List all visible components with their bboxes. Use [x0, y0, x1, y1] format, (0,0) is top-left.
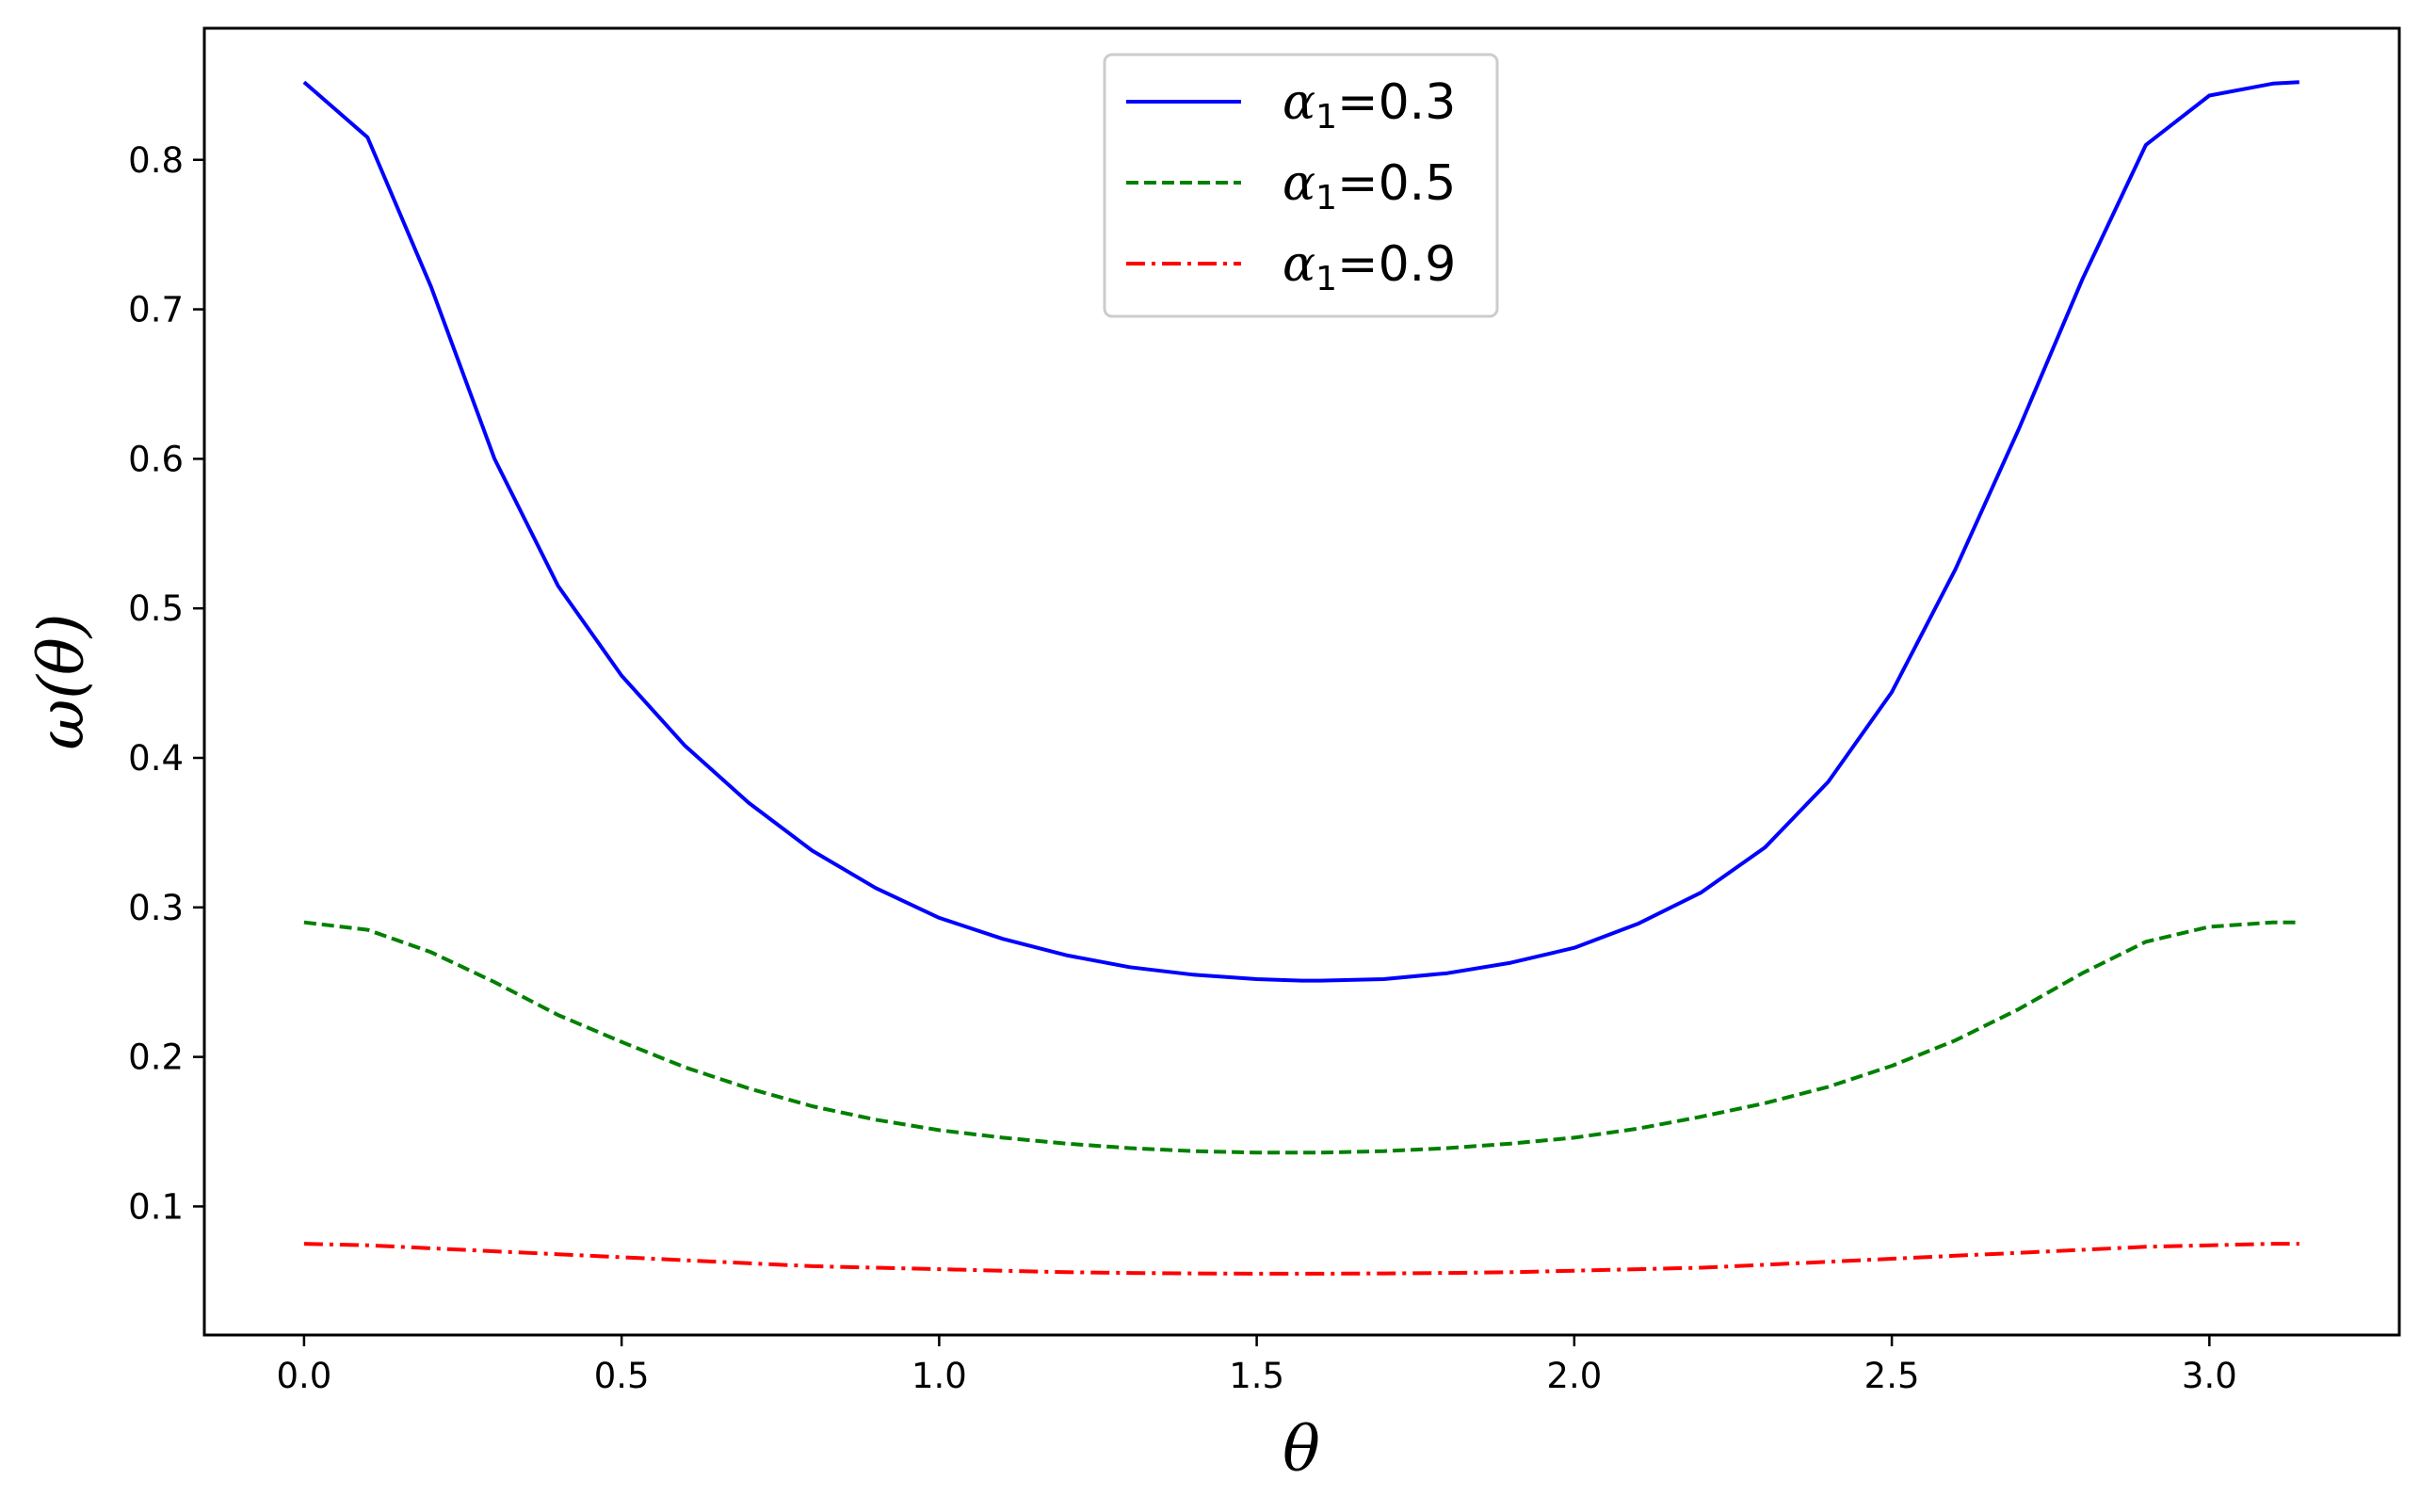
legend-label-1: α1=0.3: [1283, 74, 1456, 137]
x-axis-label: θ: [1283, 1413, 1320, 1486]
x-tick-label: 1.5: [1229, 1356, 1284, 1396]
legend: α1=0.3 α1=0.5 α1=0.9: [1103, 53, 1499, 318]
x-tick-label: 0.0: [276, 1356, 331, 1396]
y-tick-label: 0.4: [128, 738, 184, 779]
series-line-2: [303, 920, 2299, 1155]
y-tick-label: 0.6: [128, 439, 184, 479]
x-tick-label: 3.0: [2182, 1356, 2237, 1396]
legend-label-3: α1=0.9: [1283, 236, 1456, 298]
x-tick-label: 1.0: [912, 1356, 967, 1396]
y-axis: 0.1 0.2 0.3 0.4 0.5 0.6 0.7 0.8: [128, 140, 204, 1227]
x-tick-label: 0.5: [594, 1356, 650, 1396]
x-tick-label: 2.0: [1546, 1356, 1602, 1396]
y-axis-label: ω(θ): [25, 613, 98, 749]
y-tick-label: 0.8: [128, 140, 184, 181]
x-tick-label: 2.5: [1864, 1356, 1920, 1396]
legend-box: [1103, 53, 1499, 318]
y-tick-label: 0.2: [128, 1037, 184, 1078]
series-line-3: [303, 1242, 2299, 1276]
y-tick-label: 0.1: [128, 1186, 184, 1227]
legend-entries: α1=0.3 α1=0.5 α1=0.9: [1126, 74, 1456, 298]
series-line-1: [302, 80, 2299, 983]
legend-label-2: α1=0.5: [1283, 155, 1456, 217]
x-axis: 0.0 0.5 1.0 1.5 2.0 2.5 3.0: [276, 1335, 2237, 1396]
plot-frame: [202, 26, 2401, 1337]
y-tick-label: 0.5: [128, 588, 184, 629]
series-layer: [302, 80, 2299, 1276]
y-tick-label: 0.3: [128, 888, 184, 928]
y-tick-label: 0.7: [128, 290, 184, 330]
